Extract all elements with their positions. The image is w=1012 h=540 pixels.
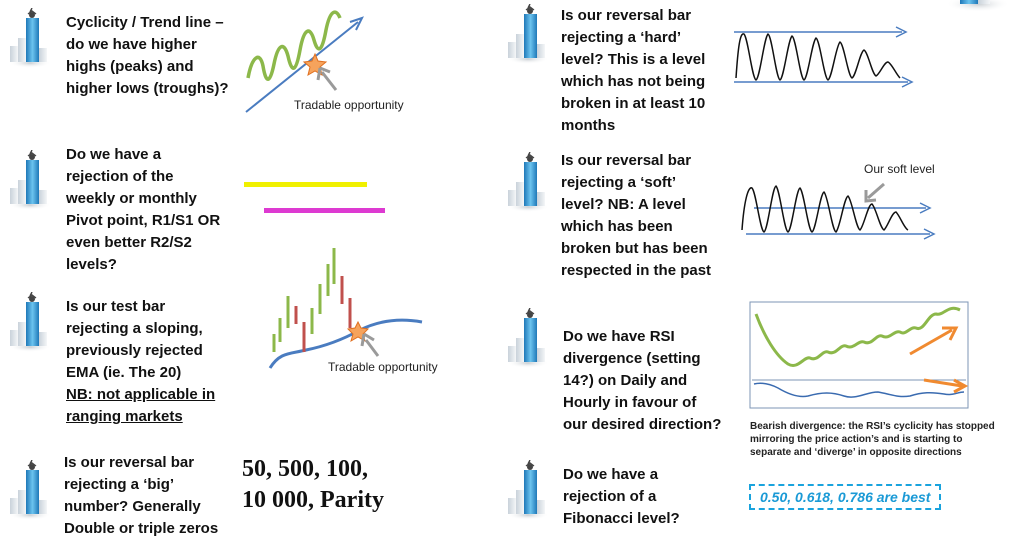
- ema-callout: Tradable opportunity: [328, 360, 438, 374]
- ranking-icon: [506, 308, 550, 368]
- ranking-icon: [8, 8, 52, 68]
- text-line: rejecting a ‘hard’: [561, 29, 682, 46]
- text-line: rejection of a: [563, 488, 657, 505]
- text-line: rejection of the: [66, 168, 174, 185]
- price-wave: [741, 185, 909, 233]
- text-line: which has been: [561, 218, 673, 235]
- rsi-diagram: [749, 301, 969, 409]
- ranking-icon: [506, 4, 550, 64]
- text-line: Do we have RSI: [563, 328, 675, 345]
- text-line: level? This is a level: [561, 51, 706, 68]
- soft-level-callout: Our soft level: [864, 162, 935, 176]
- text-line: respected in the past: [561, 262, 712, 279]
- price-wave: [735, 33, 901, 81]
- ranking-icon: [8, 150, 52, 210]
- big-numbers: 50, 500, 100, 10 000, Parity: [242, 454, 384, 516]
- text-line: rejecting a ‘big’: [64, 476, 175, 493]
- text-line: EMA (ie. The 20): [66, 364, 182, 381]
- text-line: Double or triple zeros: [64, 520, 219, 537]
- text-line: 14?) on Daily and: [563, 372, 688, 389]
- text-line-underlined: ranging markets: [66, 408, 183, 425]
- text-line: Is our reversal bar: [64, 454, 195, 471]
- pivot-question: Do we have a rejection of the weekly or …: [66, 144, 220, 276]
- ranking-icon: [506, 460, 550, 520]
- trend-line: [245, 21, 359, 113]
- text-line: Do we have a: [563, 466, 659, 483]
- hard-level-question: Is our reversal bar rejecting a ‘hard’ l…: [561, 5, 705, 137]
- text-line: do we have higher: [66, 36, 197, 53]
- text-line: weekly or monthly: [66, 190, 197, 207]
- text-line: broken in at least 10: [561, 95, 706, 112]
- pivot-line-magenta: [264, 208, 385, 213]
- text-line: higher lows (troughs)?: [66, 80, 229, 97]
- text-line: Cyclicity / Trend line –: [66, 14, 224, 31]
- big-number-question: Is our reversal bar rejecting a ‘big’ nu…: [64, 452, 218, 540]
- text-line: months: [561, 117, 616, 134]
- ranking-icon: [8, 460, 52, 520]
- text-line: Hourly in favour of: [563, 394, 697, 411]
- divergence-arrow: [923, 378, 963, 388]
- soft-level-question: Is our reversal bar rejecting a ‘soft’ l…: [561, 150, 711, 282]
- text-line: divergence (setting: [563, 350, 701, 367]
- fibonacci-levels: 0.50, 0.618, 0.786 are best: [749, 484, 942, 510]
- rsi-question: Do we have RSI divergence (setting 14?) …: [563, 326, 721, 436]
- text-line: Pivot point, R1/S1 OR: [66, 212, 221, 229]
- hard-level-diagram: [734, 26, 914, 88]
- caption-line: separate and ‘diverge’ in opposite direc…: [750, 447, 962, 458]
- trend-callout: Tradable opportunity: [294, 98, 404, 112]
- big-number-line: 10 000, Parity: [242, 487, 384, 513]
- text-line: number? Generally: [64, 498, 201, 515]
- trend-question: Cyclicity / Trend line – do we have high…: [66, 12, 229, 100]
- text-line: Is our reversal bar: [561, 152, 692, 169]
- ranking-icon: [8, 292, 52, 352]
- caption-line: Bearish divergence: the RSI’s cyclicity …: [750, 421, 995, 432]
- text-line: Do we have a: [66, 146, 162, 163]
- soft-level-diagram: [741, 182, 936, 240]
- text-line-underlined: NB: not applicable in: [66, 386, 216, 403]
- price-wave: [246, 10, 342, 81]
- text-line: rejecting a sloping,: [66, 320, 203, 337]
- text-line: even better R2/S2: [66, 234, 192, 251]
- pivot-line-yellow: [244, 182, 367, 187]
- text-line: Is our reversal bar: [561, 7, 692, 24]
- ema-diagram: [268, 248, 423, 369]
- text-line: highs (peaks) and: [66, 58, 194, 75]
- text-line: levels?: [66, 256, 117, 273]
- rsi-line: [753, 382, 965, 398]
- text-line: which has not being: [561, 73, 706, 90]
- text-line: broken but has been: [561, 240, 708, 257]
- ema-curve: [268, 318, 423, 369]
- caption-line: mirroring the price action’s and is star…: [750, 434, 963, 445]
- text-line: Is our test bar: [66, 298, 166, 315]
- corner-decoration-icon: [946, 0, 1010, 12]
- divergence-arrow: [909, 328, 953, 356]
- price-line: [754, 306, 961, 367]
- ema-question: Is our test bar rejecting a sloping, pre…: [66, 296, 215, 428]
- trend-diagram: [245, 10, 364, 113]
- fibonacci-question: Do we have a rejection of a Fibonacci le…: [563, 464, 680, 530]
- text-line: Fibonacci level?: [563, 510, 680, 527]
- text-line: rejecting a ‘soft’: [561, 174, 677, 191]
- big-number-line: 50, 500, 100,: [242, 456, 368, 482]
- text-line: our desired direction?: [563, 416, 722, 433]
- text-line: previously rejected: [66, 342, 203, 359]
- ranking-icon: [506, 152, 550, 212]
- rsi-caption: Bearish divergence: the RSI’s cyclicity …: [750, 420, 995, 459]
- text-line: level? NB: A level: [561, 196, 686, 213]
